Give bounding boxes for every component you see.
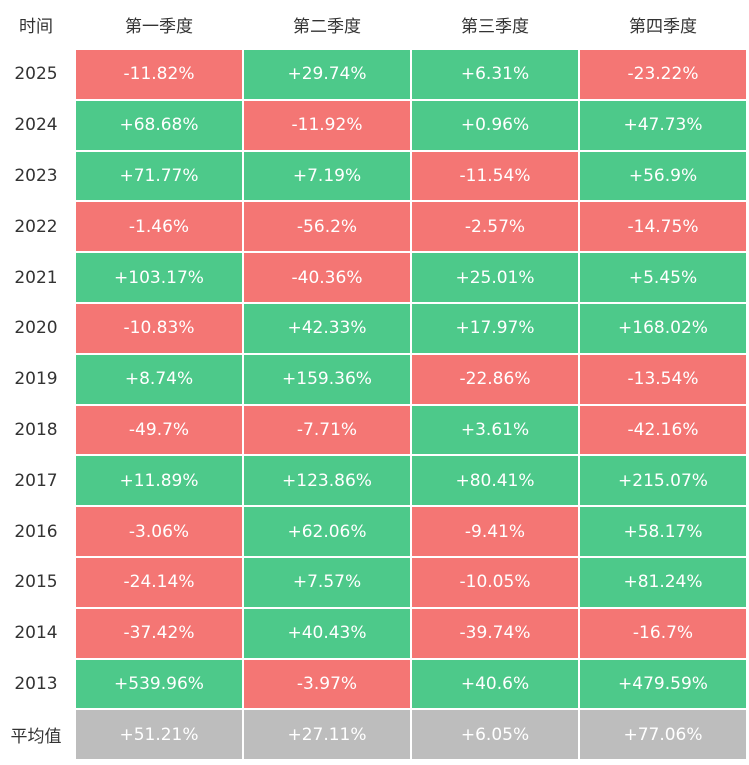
row-label: 2018 (14, 419, 58, 440)
return-cell: +68.68% (76, 100, 242, 150)
return-cell: +81.24% (580, 558, 746, 607)
return-cell: -40.36% (244, 253, 410, 302)
return-cell: +40.43% (244, 608, 410, 658)
return-cell: +40.6% (412, 659, 578, 709)
return-cell: -16.7% (580, 608, 746, 658)
return-cell: +168.02% (580, 304, 746, 353)
return-cell: +56.9% (580, 151, 746, 201)
return-cell: +80.41% (412, 456, 578, 506)
return-cell: -10.05% (412, 558, 578, 607)
return-cell: +47.73% (580, 100, 746, 150)
return-cell: +215.07% (580, 456, 746, 506)
return-cell: -3.06% (76, 507, 242, 556)
row-label: 2014 (14, 623, 58, 644)
return-cell: +62.06% (244, 507, 410, 556)
row-label: 2019 (14, 369, 58, 390)
row-label: 2022 (14, 216, 58, 237)
column-header: 第三季度 (461, 16, 529, 37)
return-cell: -13.54% (580, 354, 746, 404)
return-cell: +159.36% (244, 354, 410, 404)
return-cell: -24.14% (76, 558, 242, 607)
return-cell: +7.19% (244, 151, 410, 201)
column-header: 第四季度 (629, 16, 697, 37)
row-label: 2021 (14, 267, 58, 288)
return-cell: +58.17% (580, 507, 746, 556)
return-cell: +7.57% (244, 558, 410, 607)
return-cell: -10.83% (76, 304, 242, 353)
row-label: 2024 (14, 115, 58, 136)
return-cell: +11.89% (76, 456, 242, 506)
return-cell: +123.86% (244, 456, 410, 506)
return-cell: -1.46% (76, 202, 242, 252)
average-cell: +77.06% (580, 710, 746, 760)
return-cell: +103.17% (76, 253, 242, 302)
row-label: 2025 (14, 64, 58, 85)
average-cell: +27.11% (244, 710, 410, 760)
return-cell: -3.97% (244, 659, 410, 709)
row-label: 2016 (14, 521, 58, 542)
return-cell: -56.2% (244, 202, 410, 252)
return-cell: +29.74% (244, 50, 410, 99)
row-label: 2013 (14, 673, 58, 694)
return-cell: +0.96% (412, 100, 578, 150)
return-cell: -11.92% (244, 100, 410, 150)
return-cell: -23.22% (580, 50, 746, 99)
return-cell: +479.59% (580, 659, 746, 709)
row-label: 2020 (14, 318, 58, 339)
average-cell: +51.21% (76, 710, 242, 760)
return-cell: -11.54% (412, 151, 578, 201)
return-cell: +71.77% (76, 151, 242, 201)
return-cell: -39.74% (412, 608, 578, 658)
return-cell: -37.42% (76, 608, 242, 658)
row-label: 2023 (14, 165, 58, 186)
return-cell: +17.97% (412, 304, 578, 353)
column-header: 第一季度 (125, 16, 193, 37)
return-cell: +5.45% (580, 253, 746, 302)
row-label: 2015 (14, 572, 58, 593)
return-cell: -49.7% (76, 405, 242, 455)
average-cell: +6.05% (412, 710, 578, 760)
return-cell: -11.82% (76, 50, 242, 99)
return-cell: -7.71% (244, 405, 410, 455)
return-cell: +539.96% (76, 659, 242, 709)
row-label: 2017 (14, 470, 58, 491)
return-cell: +6.31% (412, 50, 578, 99)
return-cell: +8.74% (76, 354, 242, 404)
return-cell: -2.57% (412, 202, 578, 252)
column-header: 时间 (19, 16, 53, 37)
return-cell: -9.41% (412, 507, 578, 556)
row-label: 平均值 (10, 727, 62, 748)
return-cell: -42.16% (580, 405, 746, 455)
return-cell: -14.75% (580, 202, 746, 252)
return-cell: +25.01% (412, 253, 578, 302)
return-cell: +3.61% (412, 405, 578, 455)
return-cell: +42.33% (244, 304, 410, 353)
column-header: 第二季度 (293, 16, 361, 37)
return-cell: -22.86% (412, 354, 578, 404)
